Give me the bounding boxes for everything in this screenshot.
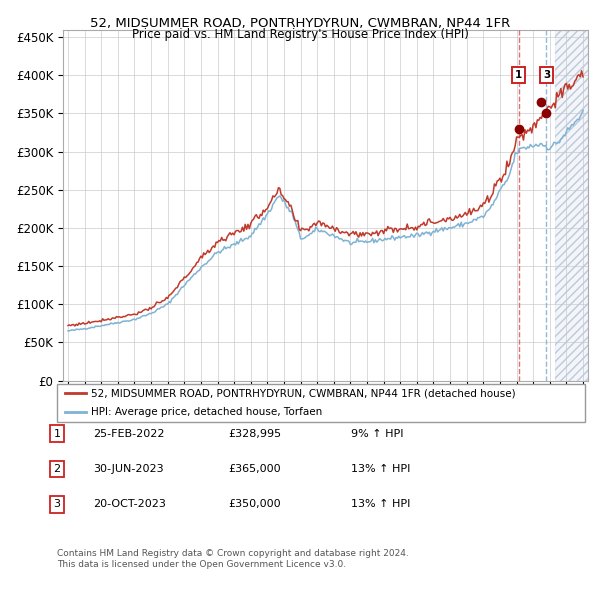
Text: 1: 1: [515, 70, 523, 80]
Text: £365,000: £365,000: [228, 464, 281, 474]
Text: 2: 2: [53, 464, 61, 474]
Bar: [555, 30, 588, 381]
Text: £328,995: £328,995: [228, 429, 281, 438]
Text: 20-OCT-2023: 20-OCT-2023: [93, 500, 166, 509]
Text: 13% ↑ HPI: 13% ↑ HPI: [351, 500, 410, 509]
Text: 9% ↑ HPI: 9% ↑ HPI: [351, 429, 404, 438]
Text: £350,000: £350,000: [228, 500, 281, 509]
Text: Contains HM Land Registry data © Crown copyright and database right 2024.: Contains HM Land Registry data © Crown c…: [57, 549, 409, 558]
Bar: [555, 30, 588, 381]
Text: 30-JUN-2023: 30-JUN-2023: [93, 464, 164, 474]
Text: 52, MIDSUMMER ROAD, PONTRHYDYRUN, CWMBRAN, NP44 1FR: 52, MIDSUMMER ROAD, PONTRHYDYRUN, CWMBRA…: [90, 17, 510, 30]
Text: 1: 1: [53, 429, 61, 438]
Text: HPI: Average price, detached house, Torfaen: HPI: Average price, detached house, Torf…: [91, 407, 323, 417]
Text: 3: 3: [53, 500, 61, 509]
Text: 3: 3: [543, 70, 550, 80]
Text: Price paid vs. HM Land Registry's House Price Index (HPI): Price paid vs. HM Land Registry's House …: [131, 28, 469, 41]
Text: 52, MIDSUMMER ROAD, PONTRHYDYRUN, CWMBRAN, NP44 1FR (detached house): 52, MIDSUMMER ROAD, PONTRHYDYRUN, CWMBRA…: [91, 388, 516, 398]
Text: This data is licensed under the Open Government Licence v3.0.: This data is licensed under the Open Gov…: [57, 559, 346, 569]
Text: 13% ↑ HPI: 13% ↑ HPI: [351, 464, 410, 474]
Text: 25-FEB-2022: 25-FEB-2022: [93, 429, 164, 438]
